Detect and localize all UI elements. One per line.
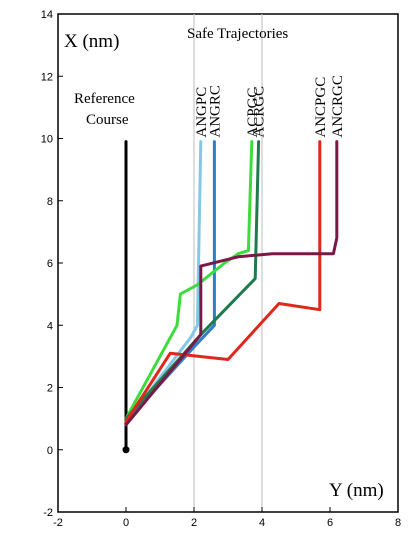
x-tick-label: -2	[53, 517, 63, 529]
annotation-course: Course	[86, 112, 129, 128]
y-tick-label: 2	[47, 383, 53, 395]
start-point-marker	[122, 446, 130, 454]
gridlines	[193, 14, 263, 512]
x-tick-label: 0	[123, 517, 129, 529]
y-axis-title: X (nm)	[64, 31, 119, 52]
series-line-acpgc	[124, 140, 254, 421]
y-tick-label: 0	[47, 445, 53, 457]
y-tick-label: 14	[41, 9, 53, 21]
x-tick-label: 8	[395, 517, 401, 529]
series-label-acrgc: ACRGC	[252, 86, 268, 138]
series-line-angpc	[124, 140, 203, 424]
y-tick-label: 8	[47, 196, 53, 208]
series-line-ancpgc	[124, 140, 322, 424]
x-tick-label: 6	[327, 517, 333, 529]
series-label-ancrgc: ANCRGC	[330, 75, 346, 138]
axis-ticks: -2 0 2 4 6 8 -2 0 2 4 6 8 10 12 14	[41, 9, 401, 529]
series-label-angpc: ANGPC	[194, 87, 210, 138]
series-line-ancrgc	[124, 140, 339, 427]
series-label-angrc: ANGRC	[207, 85, 223, 138]
y-tick-label: 10	[41, 134, 53, 146]
y-tick-label: 12	[41, 71, 53, 83]
y-tick-label: 4	[47, 320, 53, 332]
series-line-acrgc	[124, 140, 261, 421]
series-label-acpgc: ACPGC	[245, 88, 261, 138]
x-axis-title: Y (nm)	[329, 480, 384, 501]
annotation-reference: Reference	[74, 91, 135, 107]
x-tick-label: 4	[259, 517, 265, 529]
series-label-ancpgc: ANCPGC	[313, 77, 329, 138]
series-layer	[122, 140, 339, 454]
y-tick-label: 6	[47, 258, 53, 270]
x-tick-label: 2	[191, 517, 197, 529]
legend-title: Safe Trajectories	[187, 26, 288, 42]
y-tick-label: -2	[43, 507, 53, 519]
plot-frame	[57, 13, 399, 513]
